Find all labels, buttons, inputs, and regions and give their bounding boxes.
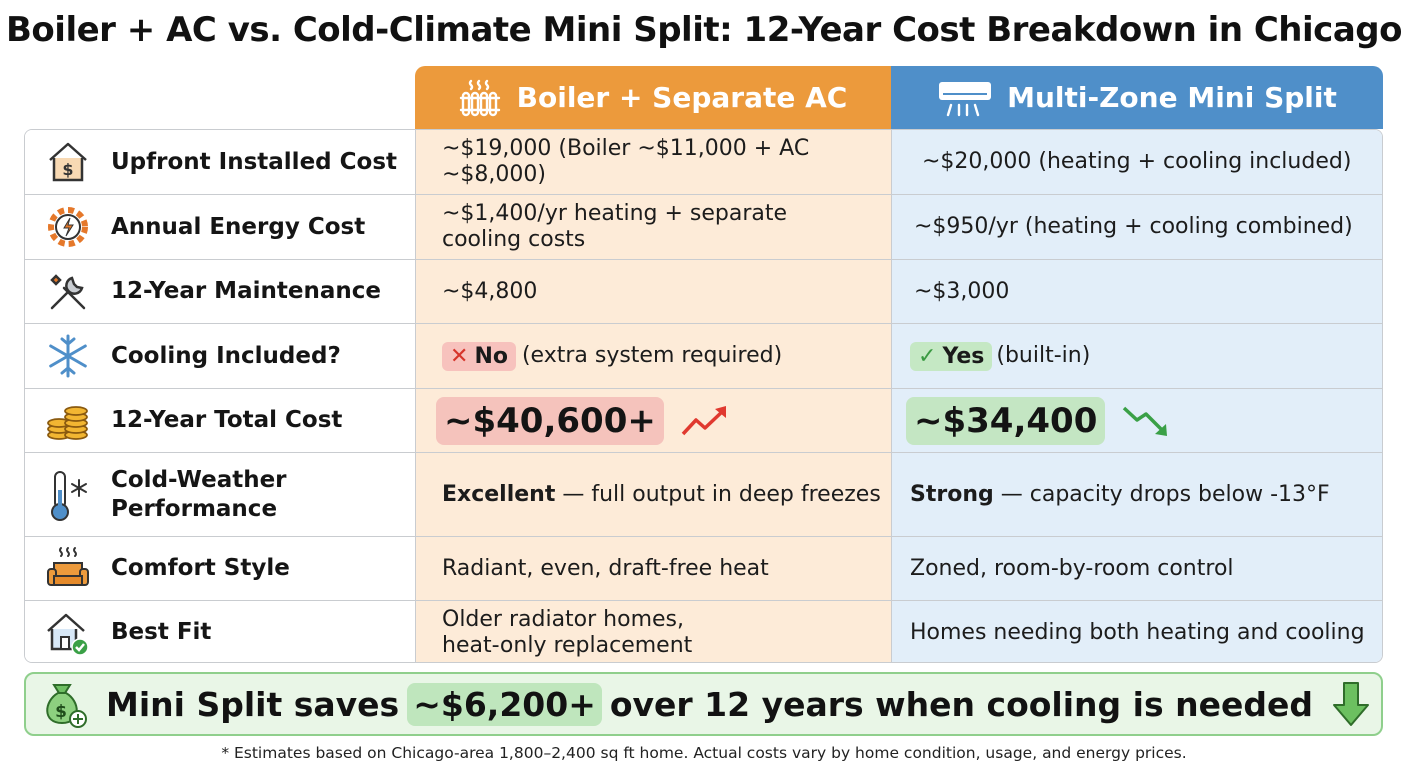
row-label-line2: Performance: [111, 495, 278, 522]
page-title: Boiler + AC vs. Cold-Climate Mini Split:…: [6, 10, 1402, 50]
house-dollar-icon: $: [43, 137, 93, 187]
armchair-heat-icon: [43, 544, 93, 594]
row-label-group: Cold-Weather Performance: [111, 466, 287, 524]
mini-value-cell: ~$950/yr (heating + cooling combined): [892, 195, 1382, 259]
row-label-cell: Cold-Weather Performance: [25, 453, 416, 536]
boiler-performance-rating: Excellent: [442, 481, 556, 507]
mini-performance-rating: Strong: [910, 481, 994, 507]
row-label: Annual Energy Cost: [111, 213, 366, 240]
boiler-performance-detail: — full output in deep freezes: [562, 481, 881, 507]
down-arrow-icon: [1331, 681, 1371, 727]
table-row: $ Upfront Installed Cost ~$19,000 (Boile…: [25, 130, 1382, 194]
column-header-mini-split-label: Multi-Zone Mini Split: [1007, 81, 1337, 114]
comparison-table: $ Upfront Installed Cost ~$19,000 (Boile…: [24, 129, 1383, 663]
house-check-icon: [43, 608, 93, 658]
column-header-boiler-label: Boiler + Separate AC: [516, 81, 848, 114]
mini-maintenance: ~$3,000: [914, 278, 1010, 304]
boiler-best-fit-line2: heat-only replacement: [442, 632, 693, 658]
row-label: Best Fit: [111, 619, 212, 645]
row-label-cell: Best Fit: [25, 601, 416, 662]
row-label-cell: $ Upfront Installed Cost: [25, 130, 416, 194]
table-row: Cooling Included? ✕ No (extra system req…: [25, 323, 1382, 388]
boiler-total-cost: ~$40,600+: [436, 396, 664, 445]
yes-badge: ✓ Yes: [910, 341, 993, 371]
boiler-value-cell: Excellent — full output in deep freezes: [416, 453, 892, 536]
boiler-energy-line1: ~$1,400/yr heating + separate: [442, 201, 788, 226]
boiler-cooling-note: (extra system required): [521, 343, 783, 368]
table-row: 12-Year Total Cost ~$40,600+ ~$34,400: [25, 388, 1382, 452]
column-header-boiler: Boiler + Separate AC: [415, 66, 891, 129]
mini-cooling-note: (built-in): [996, 343, 1091, 368]
mini-value-cell: ~$20,000 (heating + cooling included): [892, 130, 1382, 194]
column-header-mini-split: Multi-Zone Mini Split: [891, 66, 1383, 129]
table-row: Best Fit Older radiator homes, heat-only…: [25, 600, 1382, 662]
banner-savings-amount: ~$6,200+: [407, 682, 602, 726]
svg-text:$: $: [62, 160, 73, 179]
mini-value-cell: Strong — capacity drops below -13°F: [892, 453, 1382, 536]
wrench-screwdriver-icon: [43, 267, 93, 317]
boiler-upfront-cost: ~$19,000 (Boiler ~$11,000 + AC ~$8,000): [442, 136, 810, 187]
row-label-cell: 12-Year Maintenance: [25, 260, 416, 323]
table-row: Annual Energy Cost ~$1,400/yr heating + …: [25, 194, 1382, 259]
boiler-value-cell: ~$19,000 (Boiler ~$11,000 + AC ~$8,000): [416, 130, 892, 194]
mini-value-cell: Homes needing both heating and cooling: [892, 601, 1382, 662]
table-row: 12-Year Maintenance ~$4,800 ~$3,000: [25, 259, 1382, 323]
checkmark-icon: ✓: [918, 343, 937, 369]
boiler-cold-performance: Excellent — full output in deep freezes: [442, 482, 881, 508]
thermometer-snow-icon: [43, 470, 93, 521]
footnote: * Estimates based on Chicago-area 1,800–…: [221, 744, 1187, 762]
snowflake-icon: [43, 331, 93, 381]
mini-cold-performance: Strong — capacity drops below -13°F: [910, 482, 1330, 508]
boiler-value-cell: ~$1,400/yr heating + separate cooling co…: [416, 195, 892, 259]
boiler-value-cell: Radiant, even, draft-free heat: [416, 537, 892, 600]
banner-prefix: Mini Split saves: [106, 684, 400, 724]
mini-value-cell: ✓ Yes (built-in): [892, 324, 1382, 388]
boiler-value-cell: Older radiator homes, heat-only replacem…: [416, 601, 892, 662]
yes-badge-label: Yes: [942, 343, 985, 369]
mini-performance-detail: — capacity drops below -13°F: [1000, 481, 1330, 507]
boiler-energy-line2: cooling costs: [442, 227, 586, 252]
mini-total-cost: ~$34,400: [906, 396, 1106, 445]
mini-energy-cost: ~$950/yr (heating + cooling combined): [914, 214, 1353, 239]
boiler-best-fit-line1: Older radiator homes,: [442, 606, 684, 632]
mini-upfront-cost: ~$20,000 (heating + cooling included): [922, 149, 1352, 174]
row-label: Cooling Included?: [111, 342, 341, 369]
mini-value-cell: ~$34,400: [892, 389, 1382, 452]
banner-suffix: over 12 years when cooling is needed: [609, 684, 1313, 724]
svg-text:$: $: [55, 702, 67, 722]
boiler-comfort-style: Radiant, even, draft-free heat: [442, 555, 769, 581]
row-label-line1: Cold-Weather: [111, 466, 287, 493]
table-row: Comfort Style Radiant, even, draft-free …: [25, 536, 1382, 600]
no-badge: ✕ No: [442, 341, 516, 371]
mini-value-cell: ~$3,000: [892, 260, 1382, 323]
energy-gear-icon: [43, 202, 93, 252]
trend-down-icon: [1121, 404, 1171, 438]
wall-ac-unit-icon: [937, 78, 993, 118]
row-label: Comfort Style: [111, 555, 290, 581]
trend-up-icon: [680, 404, 730, 438]
boiler-value-cell: ~$40,600+: [416, 389, 892, 452]
table-row: Cold-Weather Performance Excellent — ful…: [25, 452, 1382, 536]
row-label: 12-Year Maintenance: [111, 278, 381, 304]
coin-stack-icon: [43, 396, 93, 446]
mini-value-cell: Zoned, room-by-room control: [892, 537, 1382, 600]
x-mark-icon: ✕: [450, 343, 469, 369]
row-label: 12-Year Total Cost: [111, 407, 343, 433]
boiler-value-cell: ✕ No (extra system required): [416, 324, 892, 388]
row-label-cell: Cooling Included?: [25, 324, 416, 388]
savings-banner: $ Mini Split saves ~$6,200+ over 12 year…: [24, 672, 1383, 736]
row-label: Upfront Installed Cost: [111, 148, 398, 175]
mini-best-fit: Homes needing both heating and cooling: [910, 619, 1365, 645]
row-label-cell: Comfort Style: [25, 537, 416, 600]
row-label-cell: 12-Year Total Cost: [25, 389, 416, 452]
boiler-maintenance: ~$4,800: [442, 278, 538, 304]
mini-comfort-style: Zoned, room-by-room control: [910, 555, 1234, 581]
no-badge-label: No: [474, 343, 508, 369]
row-label-cell: Annual Energy Cost: [25, 195, 416, 259]
radiator-icon: [459, 78, 503, 118]
boiler-value-cell: ~$4,800: [416, 260, 892, 323]
money-bag-icon: $: [36, 679, 88, 729]
